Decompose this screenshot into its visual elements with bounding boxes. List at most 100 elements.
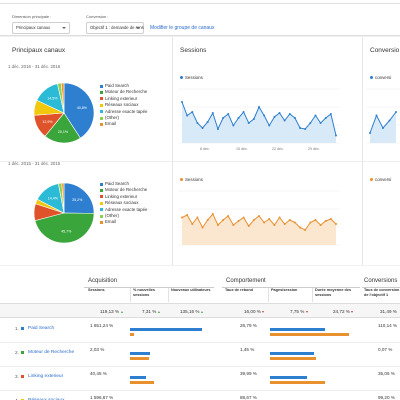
series-point[interactable] xyxy=(288,219,291,221)
series-point[interactable] xyxy=(283,223,286,225)
series-point[interactable] xyxy=(278,112,281,114)
primary-dimension-select[interactable]: Principaux canaux xyxy=(12,22,70,34)
series-point[interactable] xyxy=(273,116,276,118)
series-point[interactable] xyxy=(382,127,384,129)
series-point[interactable] xyxy=(268,218,271,220)
series-point[interactable] xyxy=(319,224,322,226)
group-behaviour: Comportement xyxy=(226,278,266,284)
channel-link[interactable]: Linking exterieur xyxy=(28,374,64,379)
modify-channel-group-link[interactable]: Modifier le groupe de canaux xyxy=(150,25,215,31)
series-point[interactable] xyxy=(335,134,337,137)
sessions-line-chart-previous[interactable] xyxy=(178,187,340,249)
series-point[interactable] xyxy=(211,112,214,114)
pie-slice-7[interactable] xyxy=(61,182,65,214)
series-point[interactable] xyxy=(186,114,189,117)
series-point[interactable] xyxy=(216,224,219,226)
series-point[interactable] xyxy=(227,113,230,115)
table-row[interactable]: 4. Réseaux sociaux 1 596,67 % 88,67 % 99,20 … xyxy=(0,391,400,400)
series-point[interactable] xyxy=(252,118,255,120)
series-point[interactable] xyxy=(309,122,312,124)
series-point[interactable] xyxy=(216,128,219,130)
col-pages-per-session[interactable]: Pages/session xyxy=(271,288,298,292)
table-row[interactable]: 2. Moteur de Recherche 2,03 % 1,45 % 0,07 % xyxy=(0,343,400,367)
series-point[interactable] xyxy=(319,122,322,124)
series-point[interactable] xyxy=(335,223,337,225)
legend-swatch xyxy=(100,195,103,199)
series-point[interactable] xyxy=(273,224,276,226)
series-point[interactable] xyxy=(201,127,204,129)
series-point[interactable] xyxy=(258,106,260,108)
series-point[interactable] xyxy=(196,216,199,219)
table-row[interactable]: 3. Linking exterieur 40,45 % 39,99 % 35,06 % xyxy=(0,367,400,391)
col-avg-duration[interactable]: Durée moyenne des sessions xyxy=(315,288,352,297)
series-point[interactable] xyxy=(263,221,266,224)
series-point[interactable] xyxy=(299,127,302,129)
series-point[interactable] xyxy=(201,226,204,229)
series-point[interactable] xyxy=(324,220,327,222)
col-divider xyxy=(168,288,169,302)
series-point[interactable] xyxy=(304,128,307,130)
series-point[interactable] xyxy=(375,114,378,117)
series-point[interactable] xyxy=(222,219,225,221)
col-sessions[interactable]: Sessions xyxy=(88,288,105,292)
series-point[interactable] xyxy=(196,122,199,124)
series-point[interactable] xyxy=(242,216,245,219)
series-point[interactable] xyxy=(237,220,240,222)
series-point[interactable] xyxy=(299,226,302,229)
series-point[interactable] xyxy=(314,114,317,117)
series-point[interactable] xyxy=(206,219,209,221)
series-point[interactable] xyxy=(237,117,240,119)
pie-slice-2[interactable] xyxy=(44,112,81,144)
series-point[interactable] xyxy=(288,113,291,115)
series-point[interactable] xyxy=(283,119,286,122)
series-point[interactable] xyxy=(278,216,281,219)
series-point[interactable] xyxy=(181,101,183,103)
series-point[interactable] xyxy=(329,113,332,115)
series-point[interactable] xyxy=(309,221,312,224)
series-point[interactable] xyxy=(324,117,327,119)
series-point[interactable] xyxy=(258,215,260,217)
series-point[interactable] xyxy=(242,111,245,113)
series-point[interactable] xyxy=(263,114,266,117)
series-point[interactable] xyxy=(206,121,209,123)
channel-link[interactable]: Moteur de Recherche xyxy=(28,350,75,355)
series-point[interactable] xyxy=(247,122,250,124)
series-point[interactable] xyxy=(252,219,255,221)
pie-slice-1[interactable] xyxy=(63,182,95,214)
series-point[interactable] xyxy=(181,216,183,219)
sessions-line-chart-current[interactable] xyxy=(178,85,340,147)
series-point[interactable] xyxy=(314,219,317,221)
series-point[interactable] xyxy=(304,229,307,231)
col-conversion-rate[interactable]: Taux de conversion de l'objectif 1 xyxy=(364,288,400,297)
series-point[interactable] xyxy=(186,214,189,216)
channel-link[interactable]: Réseaux sociaux xyxy=(28,398,65,400)
series-point[interactable] xyxy=(293,221,296,224)
conversion-select[interactable]: Objectif 1 : demande de rens xyxy=(86,22,144,34)
legend-swatch xyxy=(100,188,103,192)
series-point[interactable] xyxy=(232,224,235,226)
pie-slice-2[interactable] xyxy=(34,212,95,244)
series-point[interactable] xyxy=(293,117,296,119)
total-new-users: 135,16 % xyxy=(180,309,203,314)
series-point[interactable] xyxy=(388,119,391,122)
table-row[interactable]: 1. Paid Search 1 651,24 % 26,79 % 110,14 % xyxy=(0,319,400,343)
series-point[interactable] xyxy=(222,117,225,119)
series-point[interactable] xyxy=(191,223,194,225)
series-point[interactable] xyxy=(395,111,397,113)
series-point[interactable] xyxy=(247,225,250,227)
series-point[interactable] xyxy=(211,213,214,215)
channel-link[interactable]: Paid Search xyxy=(28,326,55,331)
conversions-line-chart[interactable] xyxy=(366,85,400,147)
series-point[interactable] xyxy=(232,124,235,127)
series-point[interactable] xyxy=(329,218,332,220)
channels-pie-chart-previous[interactable]: 25,2% 45,7% 14,4% xyxy=(32,181,96,245)
channels-pie-chart-current[interactable]: 40,8% 20,1% 12,9% 14,5% xyxy=(32,81,96,145)
col-new-sessions[interactable]: % nouvelles sessions xyxy=(133,288,155,297)
series-point[interactable] xyxy=(369,132,371,134)
series-point[interactable] xyxy=(227,215,230,217)
col-bounce-rate[interactable]: Taux de rebond xyxy=(225,288,253,292)
series-point[interactable] xyxy=(191,111,194,113)
col-new-users[interactable]: Nouveaux utilisateurs xyxy=(171,288,211,292)
pie-slice-7[interactable] xyxy=(60,82,65,114)
series-point[interactable] xyxy=(268,124,271,127)
